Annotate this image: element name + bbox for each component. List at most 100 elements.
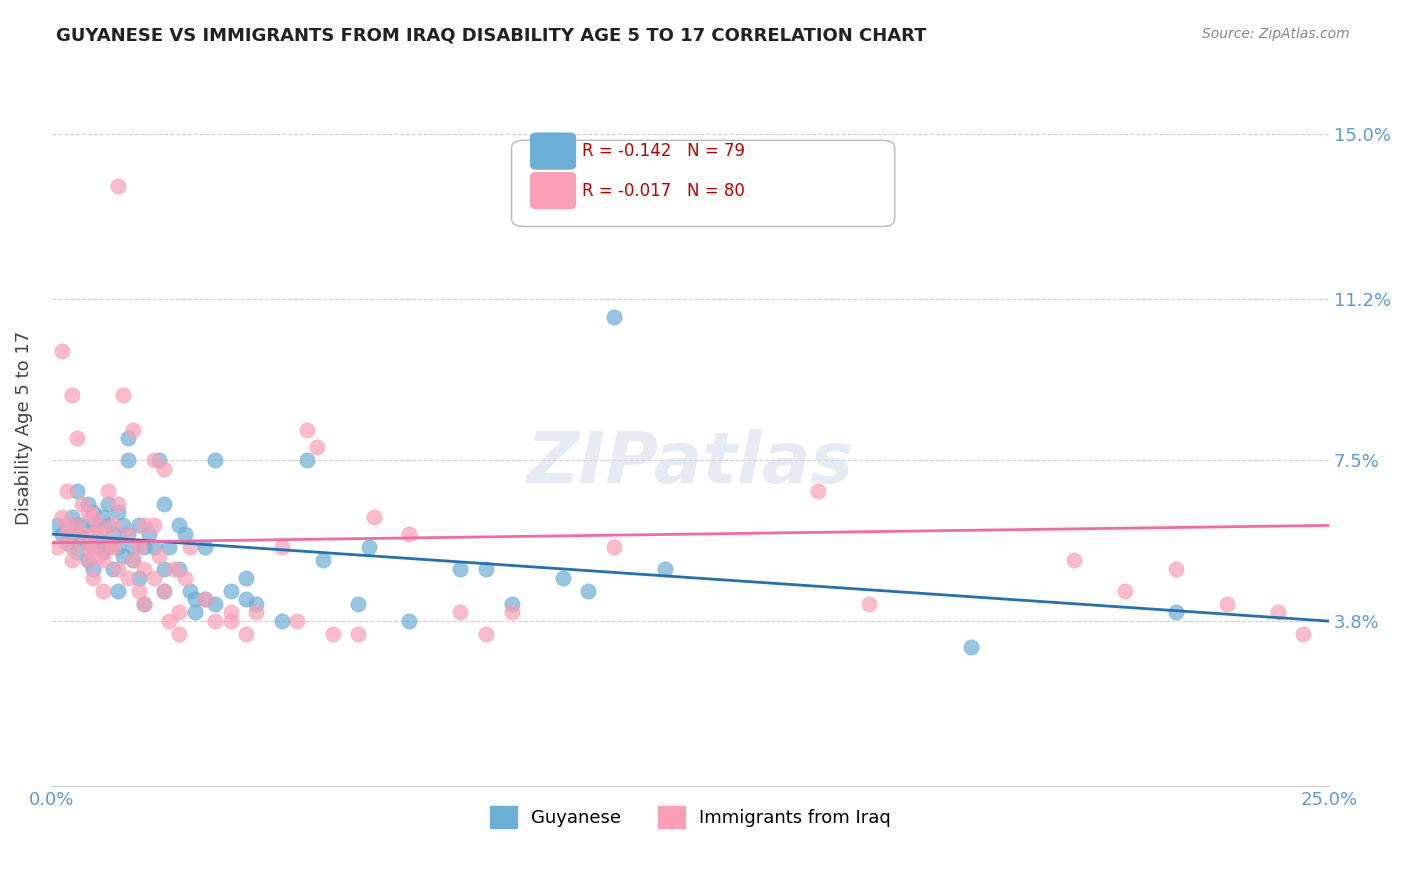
Point bbox=[235, 592, 257, 607]
Point bbox=[97, 518, 120, 533]
Point bbox=[76, 505, 98, 519]
Point bbox=[51, 509, 73, 524]
Point bbox=[960, 640, 983, 655]
Point bbox=[66, 518, 89, 533]
Point bbox=[204, 614, 226, 628]
Point bbox=[66, 518, 89, 533]
Point bbox=[347, 597, 370, 611]
Point bbox=[56, 527, 79, 541]
Point bbox=[576, 583, 599, 598]
Point bbox=[51, 527, 73, 541]
Point bbox=[194, 540, 217, 554]
Point bbox=[117, 571, 139, 585]
Point bbox=[72, 518, 94, 533]
Point bbox=[112, 518, 135, 533]
Point bbox=[101, 518, 124, 533]
Point bbox=[76, 553, 98, 567]
Point bbox=[128, 583, 150, 598]
Point bbox=[87, 532, 110, 546]
Point bbox=[245, 597, 267, 611]
Text: R = -0.017   N = 80: R = -0.017 N = 80 bbox=[582, 182, 745, 200]
Point bbox=[112, 388, 135, 402]
Point bbox=[82, 509, 104, 524]
Point bbox=[179, 540, 201, 554]
Point bbox=[219, 606, 242, 620]
Point bbox=[363, 509, 385, 524]
Point bbox=[157, 614, 180, 628]
Point bbox=[153, 462, 176, 476]
Point bbox=[245, 606, 267, 620]
Point bbox=[97, 540, 120, 554]
Point bbox=[107, 562, 129, 576]
Point bbox=[475, 627, 498, 641]
Point bbox=[66, 483, 89, 498]
Point bbox=[76, 497, 98, 511]
Point bbox=[112, 549, 135, 563]
Point bbox=[153, 497, 176, 511]
Point bbox=[501, 597, 523, 611]
Point bbox=[1267, 606, 1289, 620]
Point bbox=[101, 562, 124, 576]
Point bbox=[285, 614, 308, 628]
Point bbox=[60, 540, 83, 554]
Point bbox=[56, 536, 79, 550]
Point bbox=[91, 527, 114, 541]
Point bbox=[153, 562, 176, 576]
Point bbox=[295, 453, 318, 467]
Point bbox=[142, 571, 165, 585]
Point bbox=[270, 540, 292, 554]
Point bbox=[128, 571, 150, 585]
Point bbox=[107, 583, 129, 598]
Text: ZIPatlas: ZIPatlas bbox=[527, 429, 853, 498]
Text: R = -0.142   N = 79: R = -0.142 N = 79 bbox=[582, 142, 745, 160]
Point bbox=[194, 592, 217, 607]
Point bbox=[97, 483, 120, 498]
Point bbox=[82, 527, 104, 541]
Point bbox=[654, 562, 676, 576]
Point bbox=[91, 553, 114, 567]
Point bbox=[72, 497, 94, 511]
Point bbox=[132, 597, 155, 611]
Point bbox=[87, 518, 110, 533]
Point bbox=[128, 518, 150, 533]
Point bbox=[117, 527, 139, 541]
Point bbox=[72, 527, 94, 541]
Point bbox=[107, 505, 129, 519]
Point bbox=[82, 518, 104, 533]
Point bbox=[1063, 553, 1085, 567]
Point bbox=[235, 627, 257, 641]
Point bbox=[60, 553, 83, 567]
Point bbox=[295, 423, 318, 437]
Point bbox=[122, 553, 145, 567]
Point bbox=[1114, 583, 1136, 598]
Point bbox=[60, 388, 83, 402]
Point bbox=[91, 509, 114, 524]
Point bbox=[66, 544, 89, 558]
Point bbox=[357, 540, 380, 554]
Point bbox=[82, 540, 104, 554]
Point bbox=[82, 571, 104, 585]
Point bbox=[807, 483, 830, 498]
Point bbox=[91, 536, 114, 550]
Point bbox=[450, 606, 472, 620]
Point bbox=[56, 483, 79, 498]
Point bbox=[66, 431, 89, 445]
Point bbox=[858, 597, 880, 611]
Point bbox=[56, 518, 79, 533]
Point bbox=[82, 505, 104, 519]
Y-axis label: Disability Age 5 to 17: Disability Age 5 to 17 bbox=[15, 330, 32, 524]
Point bbox=[204, 597, 226, 611]
Point bbox=[82, 562, 104, 576]
Point bbox=[101, 540, 124, 554]
Point bbox=[184, 592, 207, 607]
Point bbox=[1292, 627, 1315, 641]
Point bbox=[148, 549, 170, 563]
Point bbox=[72, 532, 94, 546]
Point bbox=[60, 509, 83, 524]
Point bbox=[169, 518, 191, 533]
Point bbox=[60, 527, 83, 541]
Point bbox=[142, 540, 165, 554]
Point bbox=[142, 518, 165, 533]
Point bbox=[142, 453, 165, 467]
Point bbox=[132, 518, 155, 533]
